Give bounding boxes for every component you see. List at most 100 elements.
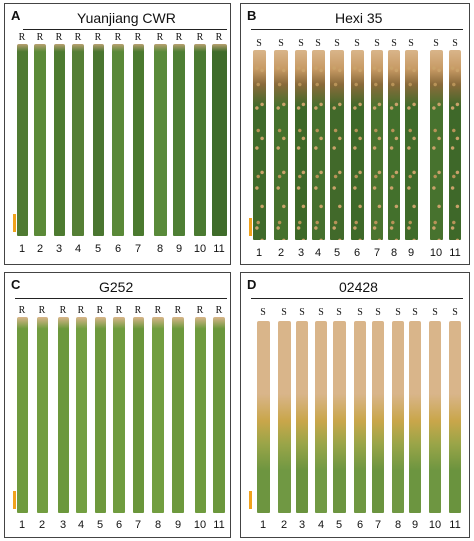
leaf-number: 6 xyxy=(356,519,364,531)
leaf xyxy=(16,44,28,236)
reaction-mark: R xyxy=(18,305,26,316)
leaf-number: 8 xyxy=(156,243,164,255)
leaf xyxy=(449,50,461,240)
leaf xyxy=(173,44,185,236)
panel-d: D 02428 S 1 S 2 S 3 S 4 S 5 S 6 S 7 S 8 S 9 S 10 S 11 xyxy=(240,272,470,538)
panel-c: C G252 R 1 R 2 R 3 R 4 R 5 R 6 R 7 R 8 R 9 R 10 R 11 xyxy=(4,272,231,538)
reaction-mark: R xyxy=(115,305,123,316)
panel-label: B xyxy=(247,8,257,23)
reaction-mark: S xyxy=(298,38,304,49)
reaction-mark: R xyxy=(18,32,26,43)
leaf xyxy=(152,317,164,513)
leaf xyxy=(94,317,106,513)
reaction-mark: R xyxy=(59,305,67,316)
leaf-number: 6 xyxy=(114,243,122,255)
leaf-number: 3 xyxy=(298,519,306,531)
reaction-mark: R xyxy=(96,305,104,316)
reaction-mark: R xyxy=(156,32,164,43)
scale-bar xyxy=(249,218,252,236)
reaction-mark: S xyxy=(281,307,287,318)
panel-label: D xyxy=(247,277,257,292)
leaf xyxy=(132,317,144,513)
leaf-number: 5 xyxy=(94,243,102,255)
leaf-number: 9 xyxy=(407,247,415,259)
reaction-mark: R xyxy=(174,305,182,316)
leaf-number: 6 xyxy=(115,519,123,531)
reaction-mark: S xyxy=(452,307,458,318)
leaf-number: 4 xyxy=(314,247,322,259)
reaction-mark: S xyxy=(391,38,397,49)
leaf-number: 1 xyxy=(18,243,26,255)
leaf xyxy=(194,317,206,513)
reaction-mark: R xyxy=(196,32,204,43)
panel-b: B Hexi 35 S 1 S 2 S 3 S 4 S 5 S 6 S 7 S 8 S 9 S 10 S 11 xyxy=(240,3,470,265)
leaf xyxy=(72,44,84,236)
reaction-mark: R xyxy=(215,305,223,316)
panel-label: C xyxy=(11,277,21,292)
panel-title: Yuanjiang CWR xyxy=(77,10,176,26)
leaf-number: 9 xyxy=(411,519,419,531)
panel-a: A Yuanjiang CWR R 1 R 2 R 3 R 4 R 5 R 6 R 7 R 8 R 9 R 10 R 11 xyxy=(4,3,231,265)
title-rule xyxy=(15,298,227,299)
leaf xyxy=(429,321,441,513)
title-rule xyxy=(251,298,463,299)
leaf xyxy=(132,44,144,236)
leaf xyxy=(388,50,400,240)
leaf-number: 3 xyxy=(59,519,67,531)
leaf-number: 8 xyxy=(394,519,402,531)
reaction-mark: R xyxy=(134,32,142,43)
leaf xyxy=(277,321,291,513)
reaction-mark: S xyxy=(354,38,360,49)
reaction-mark: S xyxy=(395,307,401,318)
reaction-mark: S xyxy=(433,38,439,49)
reaction-mark: S xyxy=(336,307,342,318)
reaction-mark: S xyxy=(432,307,438,318)
leaf xyxy=(213,317,225,513)
leaf-number: 4 xyxy=(317,519,325,531)
leaf xyxy=(274,50,288,240)
leaf-number: 4 xyxy=(74,243,82,255)
reaction-mark: S xyxy=(375,307,381,318)
reaction-mark: S xyxy=(315,38,321,49)
leaf xyxy=(153,44,167,236)
panel-label: A xyxy=(11,8,21,23)
leaf xyxy=(315,321,327,513)
reaction-mark: S xyxy=(256,38,262,49)
reaction-mark: S xyxy=(318,307,324,318)
leaf-number: 9 xyxy=(175,243,183,255)
leaf-number: 10 xyxy=(428,519,442,531)
title-rule xyxy=(251,29,463,30)
panel-title: G252 xyxy=(99,279,134,295)
leaf xyxy=(16,317,28,513)
reaction-mark: R xyxy=(38,305,46,316)
leaf-number: 2 xyxy=(38,519,46,531)
leaf xyxy=(295,50,307,240)
reaction-mark: S xyxy=(412,307,418,318)
scale-bar xyxy=(249,491,252,509)
reaction-mark: R xyxy=(36,32,44,43)
leaf-number: 5 xyxy=(335,519,343,531)
leaf-number: 1 xyxy=(259,519,267,531)
leaf-number: 7 xyxy=(374,519,382,531)
leaf-number: 6 xyxy=(353,247,361,259)
leaf xyxy=(311,50,325,240)
leaf-number: 2 xyxy=(36,243,44,255)
panel-title: Hexi 35 xyxy=(335,10,383,26)
leaf-number: 4 xyxy=(77,519,85,531)
leaf xyxy=(409,321,421,513)
title-rule xyxy=(23,29,227,30)
reaction-mark: S xyxy=(452,38,458,49)
reaction-mark: S xyxy=(278,38,284,49)
leaf-number: 10 xyxy=(193,243,207,255)
reaction-mark: R xyxy=(74,32,82,43)
leaf xyxy=(330,50,344,240)
leaf xyxy=(172,317,184,513)
leaf-number: 3 xyxy=(55,243,63,255)
scale-bar xyxy=(13,491,16,509)
leaf xyxy=(449,321,461,513)
leaf-number: 1 xyxy=(18,519,26,531)
leaf-number: 11 xyxy=(449,519,461,531)
reaction-mark: R xyxy=(215,32,223,43)
leaf xyxy=(404,50,418,240)
leaf xyxy=(429,50,443,240)
